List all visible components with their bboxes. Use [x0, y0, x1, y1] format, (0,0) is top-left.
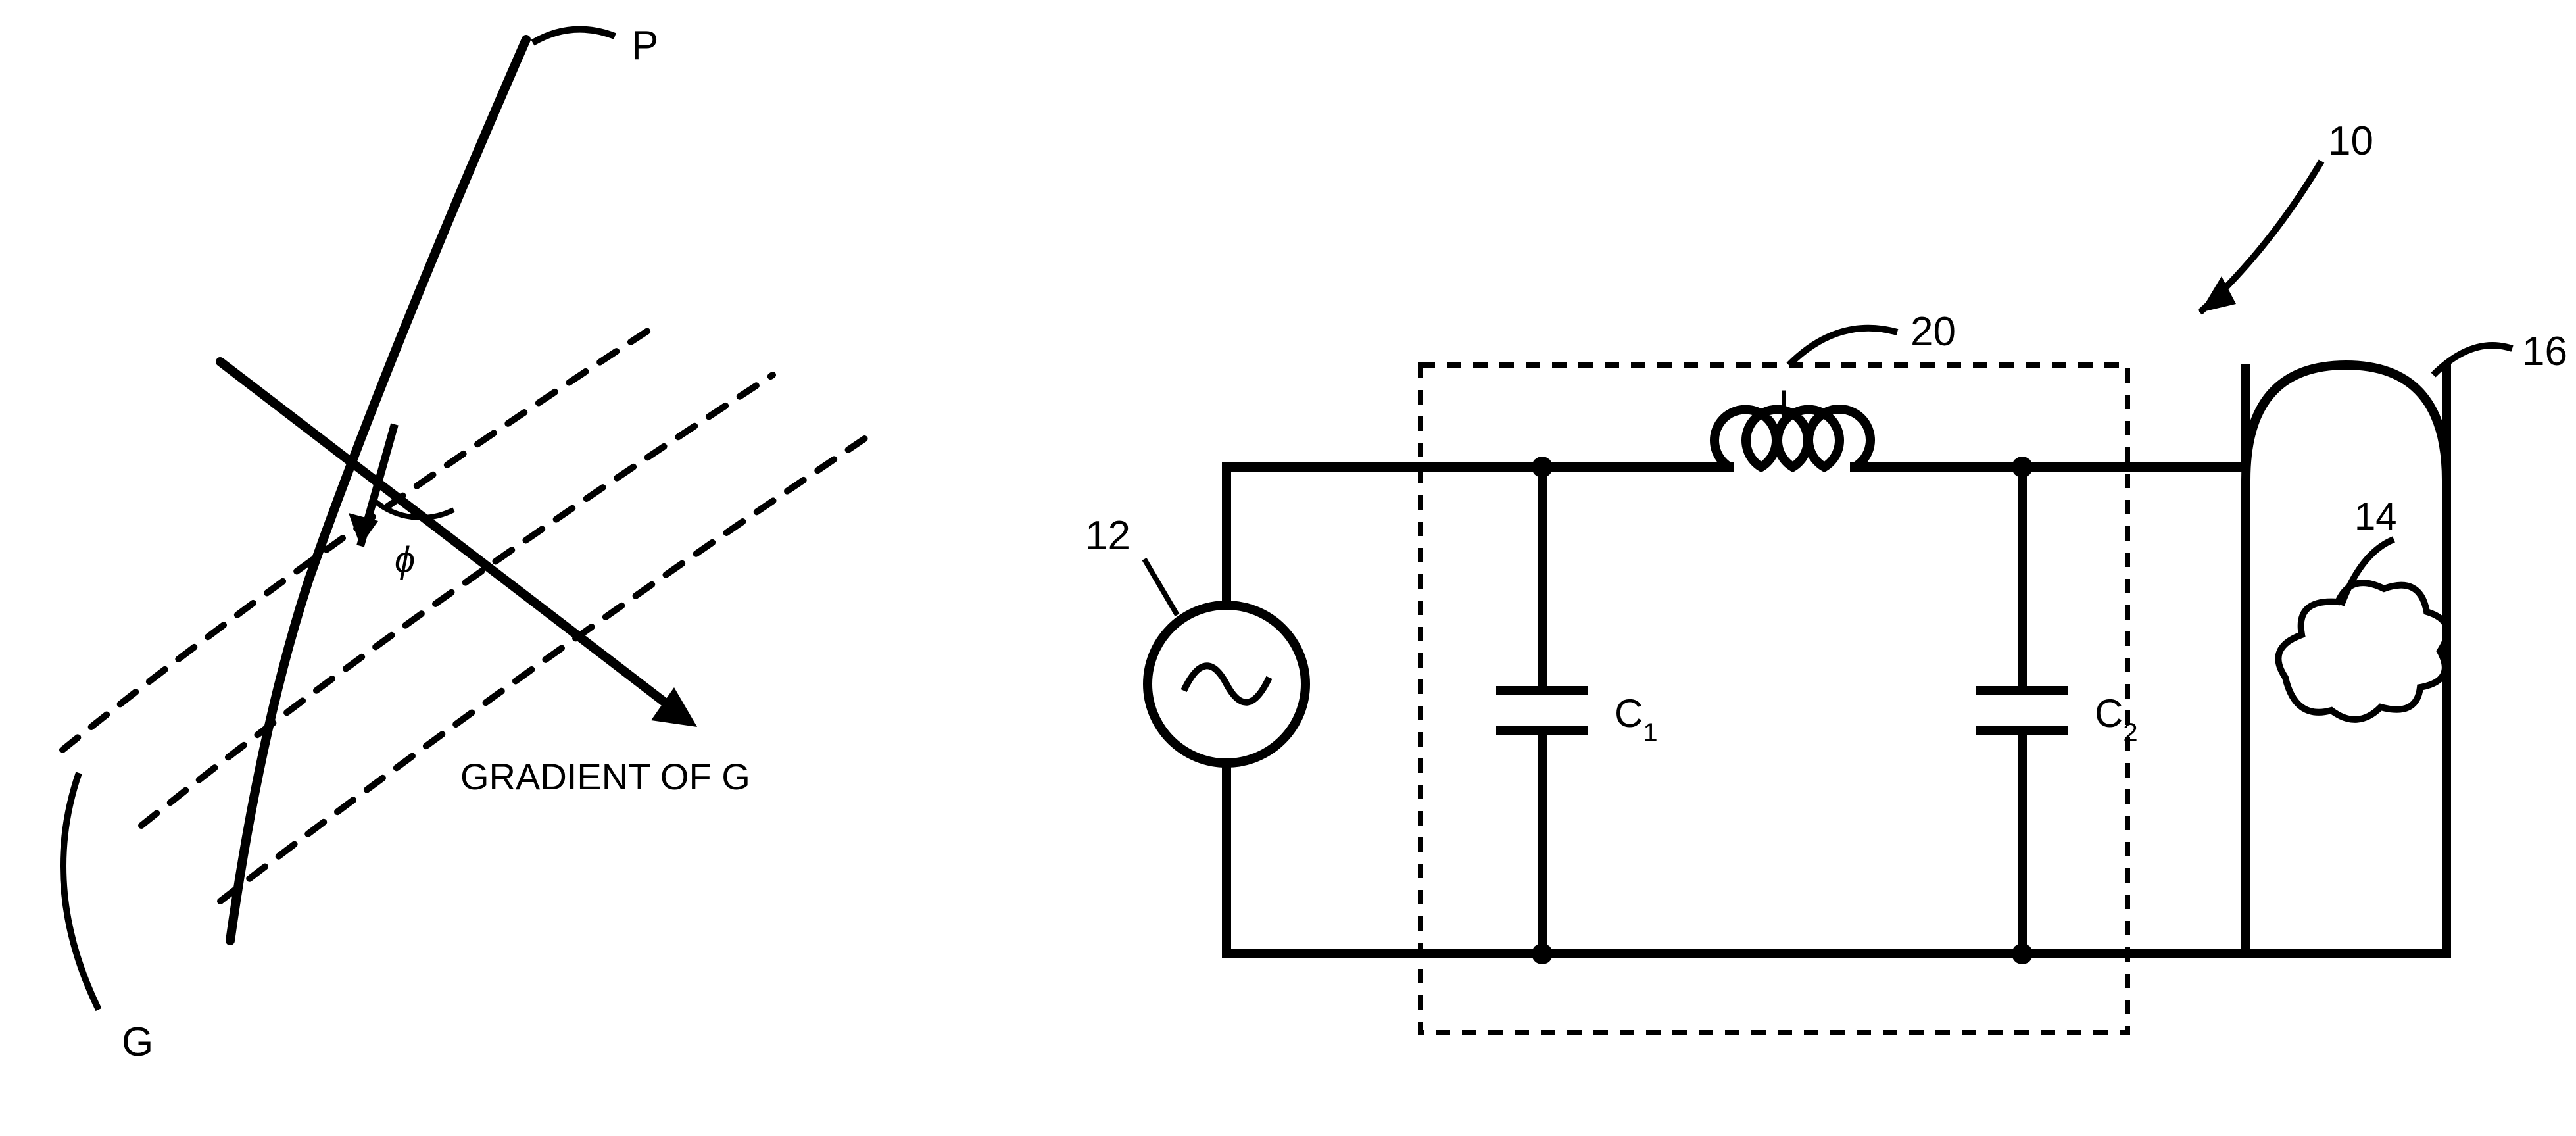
- label-l: L: [1779, 382, 1801, 426]
- leader-g: [63, 773, 99, 1010]
- level-curves: [62, 322, 871, 901]
- leader-p: [533, 30, 615, 43]
- gradient-arrow: [220, 362, 697, 727]
- label-c1: C1: [1615, 691, 1658, 747]
- junction-dots: [1532, 457, 2033, 964]
- ac-source: [1148, 605, 1305, 763]
- label-16: 16: [2522, 329, 2567, 374]
- label-g: G: [122, 1020, 153, 1065]
- label-12: 12: [1085, 513, 1130, 558]
- right-figure: 10 20: [1085, 118, 2567, 1033]
- label-20: 20: [1910, 309, 1956, 355]
- label-gradient: GRADIENT OF G: [460, 756, 750, 797]
- left-figure: P G ϕ GRADIENT OF G: [62, 23, 871, 1065]
- label-phi: ϕ: [395, 539, 415, 580]
- leader-12: [1144, 559, 1177, 615]
- capacitor-c1: [1496, 691, 1588, 730]
- label-p: P: [631, 23, 658, 68]
- leader-14: [2341, 539, 2394, 605]
- label-14: 14: [2354, 495, 2397, 538]
- label-10: 10: [2328, 118, 2373, 164]
- capacitor-c2: [1976, 691, 2068, 730]
- diagram-canvas: P G ϕ GRADIENT OF G 10 20: [0, 0, 2576, 1136]
- label-c2: C2: [2095, 691, 2138, 747]
- plasma-cloud: [2278, 583, 2447, 720]
- leader-20: [1789, 328, 1897, 365]
